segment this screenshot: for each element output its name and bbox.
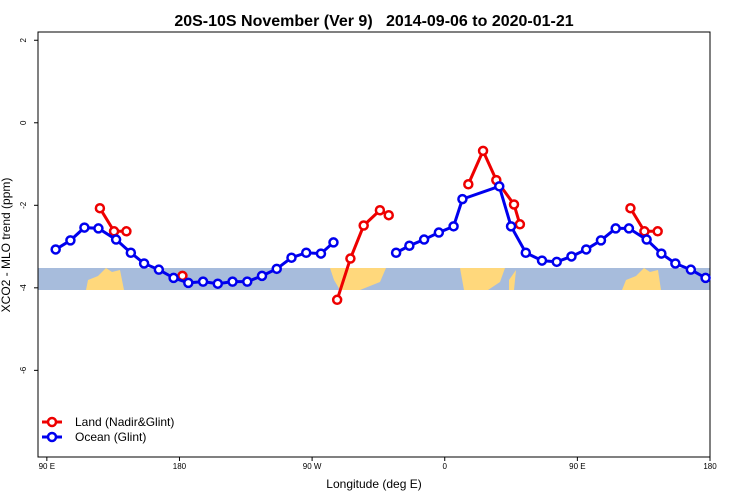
data-point [125,247,137,259]
data-point [383,209,394,221]
x-tick-label: 90 E [39,462,55,471]
data-point [183,277,194,289]
data-point [108,226,120,237]
y-tick-label: 0 [19,120,28,125]
data-point [94,202,106,214]
data-point [271,263,282,275]
data-point [625,202,636,214]
data-point [652,226,663,237]
legend-label: Land (Nadir&Glint) [75,415,174,429]
data-point [463,179,474,190]
x-tick-label: 180 [703,462,717,471]
data-point [110,234,122,245]
data-point [65,235,76,246]
x-axis-label: Longitude (deg E) [326,477,421,491]
data-point [457,193,468,205]
land-strip [330,268,386,290]
data-point [93,223,104,234]
map-strip [38,268,710,290]
data-point [418,234,430,245]
data-point [345,253,356,264]
data-point [670,258,681,269]
data-point [79,222,90,233]
land-strip [509,270,516,290]
data-point [685,264,697,275]
x-tick-label: 90 W [303,462,322,471]
data-point [315,248,327,259]
x-tick-label: 0 [443,462,448,471]
data-point [494,181,505,192]
data-point [300,247,312,259]
data-point [700,272,711,284]
data-point [433,227,445,238]
data-point [595,235,607,246]
data-point [256,270,268,282]
data-point [390,247,402,259]
data-point [212,278,224,289]
data-point [121,226,132,237]
data-point [331,294,343,306]
data-point [227,276,238,287]
data-point [508,199,520,210]
data-point [536,255,548,266]
legend-label: Ocean (Glint) [75,430,146,444]
data-point [168,272,179,284]
data-point [566,251,577,262]
data-point [514,219,526,230]
legend-marker [46,431,58,443]
y-tick-label: -2 [19,201,28,209]
x-tick-label: 180 [173,462,187,471]
data-point [50,244,61,255]
data-point [656,248,667,259]
data-point [138,258,150,269]
data-point [520,247,532,259]
x-tick-label: 90 E [569,462,585,471]
data-point [404,240,415,251]
y-tick-label: -4 [19,284,28,292]
data-point [197,276,209,287]
data-point [505,221,517,232]
data-point [153,264,165,275]
chart-title: 20S-10S November (Ver 9) 2014-09-06 to 2… [174,13,573,30]
data-point [286,252,297,263]
data-point [641,234,652,245]
data-point [551,256,562,268]
land-strip [86,268,124,290]
data-point [580,244,592,255]
y-axis-label: XCO2 - MLO trend (ppm) [0,178,13,313]
data-point [477,145,489,157]
y-tick-label: -6 [19,366,28,374]
data-point [448,221,459,232]
data-point [358,220,369,231]
legend-marker [46,416,58,428]
data-point [639,226,650,237]
y-tick-label: 2 [19,37,28,42]
data-point [610,223,621,234]
data-point [242,276,253,287]
data-point [328,237,339,248]
land-strip [460,268,505,290]
plot-frame [37,31,711,458]
data-point [374,205,386,216]
land-strip [622,268,661,290]
data-point [623,223,635,234]
